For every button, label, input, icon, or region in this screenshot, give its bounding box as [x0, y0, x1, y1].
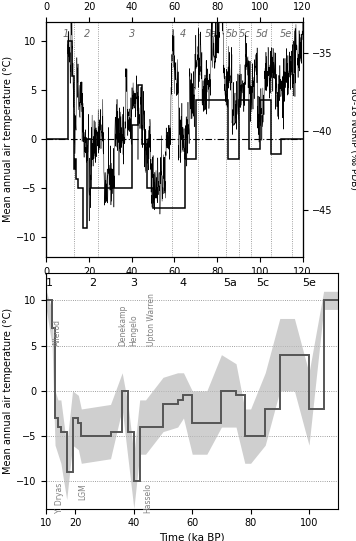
- Text: 4: 4: [180, 278, 187, 288]
- Text: 4: 4: [180, 30, 186, 39]
- Text: 5c: 5c: [239, 30, 251, 39]
- Text: Upton Warren: Upton Warren: [147, 293, 156, 346]
- Text: 5e: 5e: [279, 30, 292, 39]
- Text: 5d: 5d: [256, 30, 268, 39]
- Text: 5c: 5c: [256, 278, 269, 288]
- Text: Y. Dryas: Y. Dryas: [55, 483, 64, 513]
- Text: 5a: 5a: [205, 30, 217, 39]
- Text: 3: 3: [130, 278, 137, 288]
- Text: Hengelo: Hengelo: [130, 314, 138, 346]
- Text: 5b: 5b: [226, 30, 239, 39]
- Text: 3: 3: [129, 30, 135, 39]
- Text: Hasselo: Hasselo: [143, 483, 152, 513]
- Text: 5e: 5e: [302, 278, 316, 288]
- Y-axis label: dO-18 NGRIP (‰ PDB): dO-18 NGRIP (‰ PDB): [350, 88, 356, 190]
- Text: Denekamp: Denekamp: [119, 304, 128, 346]
- X-axis label: Time (ka BP): Time (ka BP): [142, 281, 207, 291]
- Text: Alleröd: Alleröd: [53, 319, 62, 346]
- Text: 5a: 5a: [223, 278, 237, 288]
- Text: 1: 1: [62, 30, 69, 39]
- X-axis label: Time (ka BP): Time (ka BP): [159, 532, 225, 541]
- Text: 1: 1: [46, 278, 53, 288]
- Y-axis label: Mean annual air temperature (°C): Mean annual air temperature (°C): [4, 308, 14, 474]
- Y-axis label: Mean annual air temperature (°C): Mean annual air temperature (°C): [4, 56, 14, 222]
- Text: 2: 2: [89, 278, 96, 288]
- Text: LGM: LGM: [78, 483, 87, 500]
- Text: 2: 2: [84, 30, 90, 39]
